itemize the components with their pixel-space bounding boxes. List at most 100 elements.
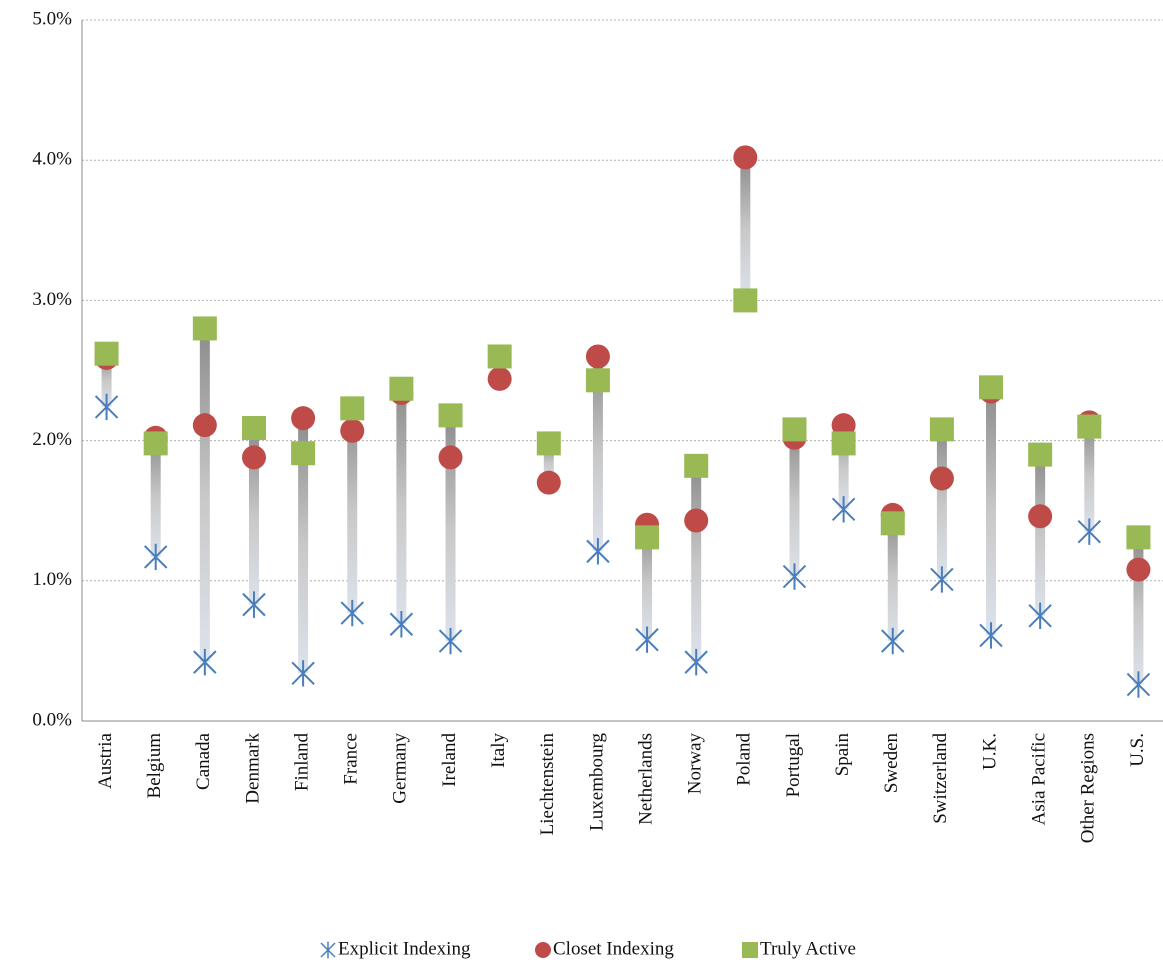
active-marker (192, 316, 217, 341)
active-marker (979, 375, 1004, 400)
active-marker (94, 341, 119, 366)
x-tick-label: Italy (488, 733, 509, 768)
active-marker (340, 396, 365, 421)
legend-item: Closet Indexing (535, 938, 674, 959)
explicit-marker (586, 538, 610, 565)
y-tick-label: 2.0% (32, 429, 72, 450)
explicit-marker (1077, 518, 1102, 545)
active-marker (241, 415, 266, 440)
y-tick-label: 0.0% (32, 709, 72, 730)
active-marker (143, 431, 168, 456)
explicit-marker (881, 627, 905, 655)
closet-marker (929, 466, 954, 491)
explicit-marker (635, 626, 659, 653)
closet-marker (340, 418, 365, 443)
legend-marker (535, 942, 551, 958)
legend-label: Closet Indexing (553, 938, 674, 959)
explicit-marker (684, 648, 708, 676)
x-tick-label: Canada (193, 732, 214, 790)
active-marker (438, 403, 463, 428)
x-tick-label: Poland (734, 733, 755, 786)
high-low-line (445, 415, 456, 642)
x-tick-label: Portugal (783, 733, 804, 797)
x-tick-label: U.S. (1127, 733, 1148, 767)
closet-marker (536, 470, 561, 495)
closet-marker (733, 145, 758, 170)
explicit-marker (389, 611, 414, 638)
active-marker (536, 431, 561, 456)
active-marker (733, 288, 758, 313)
x-tick-label: Germany (390, 733, 411, 804)
x-tick-label: Netherlands (635, 733, 656, 825)
high-low-line (396, 388, 407, 625)
closet-marker (438, 445, 463, 470)
active-marker (929, 417, 954, 442)
active-marker (1077, 414, 1102, 439)
high-low-line (838, 425, 849, 510)
closet-marker (192, 413, 217, 438)
high-low-line (1133, 537, 1144, 685)
active-marker (782, 417, 807, 442)
closet-marker (684, 508, 709, 533)
high-low-line (1084, 422, 1095, 532)
explicit-marker (831, 496, 856, 523)
high-low-line (150, 437, 161, 557)
explicit-marker (193, 648, 217, 676)
high-low-line (347, 408, 358, 614)
explicit-marker (94, 393, 119, 421)
explicit-marker (340, 599, 364, 627)
x-tick-label: France (341, 733, 362, 785)
explicit-marker (1126, 671, 1151, 698)
high-low-line (199, 328, 210, 663)
explicit-marker (242, 591, 266, 618)
x-tick-label: Finland (291, 733, 312, 792)
active-marker (291, 441, 316, 466)
y-tick-label: 3.0% (32, 289, 72, 310)
high-low-line (101, 353, 112, 407)
y-tick-label: 1.0% (32, 569, 72, 590)
x-tick-label: Other Regions (1078, 733, 1099, 843)
active-marker (880, 511, 905, 536)
closet-marker (241, 445, 266, 470)
closet-marker (1126, 557, 1151, 582)
high-low-line (740, 157, 751, 301)
x-tick-label: Norway (685, 733, 706, 795)
x-tick-label: Spain (832, 733, 853, 777)
x-tick-label: Asia Pacific (1029, 733, 1050, 825)
high-low-line (936, 429, 947, 580)
high-low-line (298, 418, 309, 674)
explicit-marker (782, 563, 807, 590)
x-tick-label: Ireland (439, 733, 460, 787)
legend-label: Truly Active (760, 938, 856, 959)
x-tick-label: Belgium (144, 733, 165, 799)
y-tick-label: 5.0% (32, 8, 72, 29)
high-low-line (986, 387, 997, 636)
high-low-line (789, 429, 800, 577)
explicit-marker (1028, 602, 1052, 630)
x-tick-label: Luxembourg (586, 733, 607, 831)
x-tick-label: U.K. (979, 733, 1000, 770)
explicit-marker (930, 566, 954, 593)
x-tick-label: Switzerland (930, 733, 951, 824)
active-marker (635, 525, 660, 550)
active-marker (487, 344, 512, 369)
legend-item: Explicit Indexing (320, 938, 471, 959)
high-low-line (1035, 454, 1046, 616)
high-low-line (691, 465, 702, 663)
y-tick-label: 4.0% (32, 149, 72, 170)
legend-marker (320, 941, 336, 959)
active-marker (389, 376, 414, 401)
active-marker (1126, 525, 1151, 550)
closet-marker (291, 406, 316, 431)
closet-marker (487, 366, 512, 391)
legend-marker (742, 942, 758, 958)
closet-marker (585, 344, 610, 369)
high-low-line (543, 443, 554, 483)
explicit-marker (291, 660, 315, 687)
x-tick-label: Sweden (881, 733, 902, 794)
explicit-marker (438, 627, 463, 655)
high-low-line (642, 524, 653, 640)
x-tick-label: Denmark (242, 733, 263, 804)
x-tick-label: Austria (95, 732, 116, 789)
high-low-line (248, 427, 259, 605)
